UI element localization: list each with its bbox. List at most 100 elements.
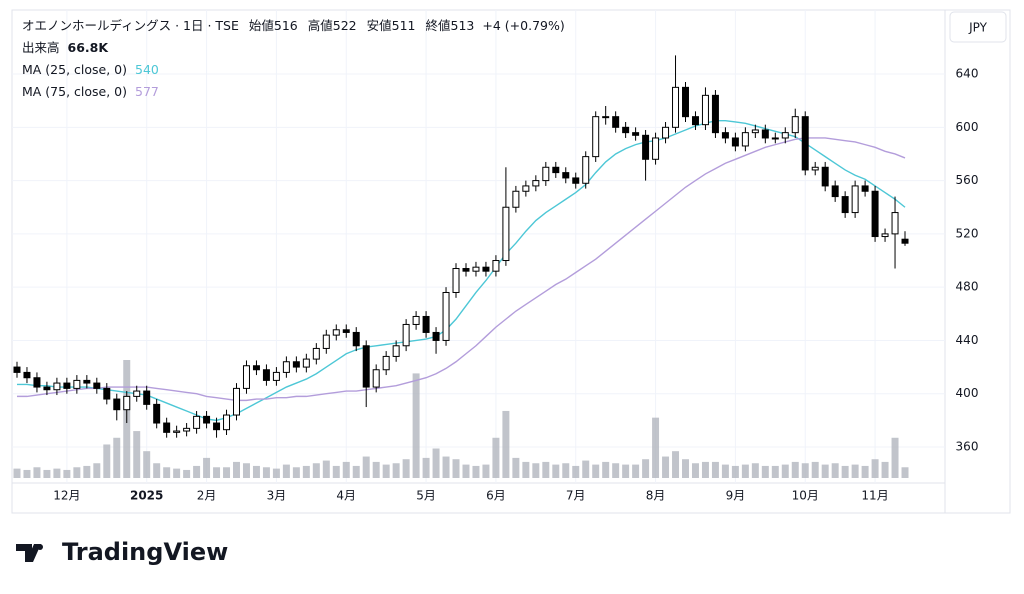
candle-body — [462, 268, 470, 272]
candle-body — [83, 379, 91, 384]
x-tick-label: 7月 — [566, 489, 586, 503]
ma-legend: MA (25, close, 0) 540 MA (75, close, 0) 577 — [22, 62, 159, 99]
ma-name: MA (25, close, 0) — [22, 62, 127, 77]
x-tick-label: 3月 — [267, 489, 287, 503]
currency[interactable]: JPY — [968, 21, 988, 35]
ma-value: 540 — [135, 62, 159, 77]
volume-bar — [662, 456, 670, 478]
volume-bar — [143, 451, 151, 478]
volume-bar — [83, 465, 91, 478]
ma-legend-entry: MA (75, close, 0) 577 — [22, 84, 159, 99]
volume-bar — [103, 444, 111, 478]
candle-body — [362, 345, 370, 388]
ma-line — [16, 137, 906, 402]
volume-bar — [33, 467, 41, 478]
volume-bar — [173, 468, 181, 478]
header: オエノンホールディングス · 1日 · TSE 始値516 高値522 安値511 終値… — [22, 18, 565, 99]
candle-body — [552, 166, 560, 174]
volume-bar — [242, 463, 250, 478]
volume-bar — [602, 461, 610, 478]
candle-body — [701, 94, 709, 126]
volume-bar — [312, 463, 320, 478]
x-tick-label: 6月 — [486, 489, 506, 503]
volume-bar — [771, 465, 779, 478]
candle-body — [901, 238, 909, 244]
candle-body — [382, 355, 390, 371]
volume-bar — [811, 461, 819, 478]
volume-bar — [851, 464, 859, 478]
volume-bar — [163, 467, 171, 478]
candle-body — [43, 386, 51, 391]
brand: TradingView — [62, 538, 228, 566]
volume-layer — [13, 360, 909, 478]
candle-body — [851, 185, 859, 214]
volume-bar — [262, 467, 270, 478]
volume-bar — [73, 467, 81, 478]
candle-body — [572, 177, 580, 184]
candle-body — [183, 427, 191, 432]
candle-body — [492, 260, 500, 272]
currency-button[interactable] — [949, 11, 1007, 43]
volume-bar — [53, 468, 61, 478]
candle-body — [881, 233, 889, 238]
volume-bar — [652, 417, 660, 478]
volume-bar — [332, 465, 340, 478]
candle-body — [412, 315, 420, 325]
volume-bar — [153, 463, 161, 478]
volume-bar — [701, 461, 709, 478]
volume-bar — [472, 465, 480, 478]
volume-bar — [542, 461, 550, 478]
volume-bar — [203, 457, 211, 478]
logo-mark — [16, 544, 41, 562]
volume-bar — [372, 461, 380, 478]
candle-body — [761, 129, 769, 139]
candle-body — [602, 116, 610, 119]
candle-body — [542, 166, 550, 182]
candle-body — [93, 382, 101, 389]
volume-bar — [572, 465, 580, 478]
volume-bar — [93, 463, 101, 478]
volume-label: 出来高 — [22, 40, 60, 55]
candle-body — [262, 369, 270, 381]
volume-bar — [901, 467, 909, 478]
volume-bar — [402, 459, 410, 478]
x-tick-label: 11月 — [861, 489, 888, 503]
candle-body — [322, 334, 330, 349]
y-tick-label: 440 — [956, 333, 979, 347]
volume-bar — [552, 464, 560, 478]
volume-bar — [731, 465, 739, 478]
candle-body — [731, 137, 739, 147]
volume-bar — [272, 468, 280, 478]
candle-body — [332, 329, 340, 336]
ohlc-value: 511 — [392, 18, 416, 33]
ohlc-value: 522 — [333, 18, 357, 33]
candle-body — [143, 390, 151, 405]
ohlc-label: 始値 — [249, 18, 274, 33]
candle-body — [213, 422, 221, 431]
candle-body — [23, 371, 31, 379]
candle-body — [841, 196, 849, 214]
candle-body — [771, 137, 779, 140]
volume-bar — [761, 465, 769, 478]
volume-bar — [23, 469, 31, 478]
candle-body — [392, 345, 400, 357]
candle-body — [871, 190, 879, 238]
candle-body — [342, 329, 350, 333]
candle-body — [33, 377, 41, 388]
volume-bar — [512, 457, 520, 478]
volume-bar — [522, 461, 530, 478]
grid — [12, 10, 945, 483]
candle-body — [691, 116, 699, 126]
candle-layer — [13, 55, 909, 438]
x-tick-label: 8月 — [646, 489, 666, 503]
ma-line — [16, 119, 906, 422]
logo-dot — [37, 544, 43, 550]
volume-bar — [113, 437, 121, 478]
y-tick-label: 560 — [956, 173, 979, 187]
x-tick-label: 10月 — [792, 489, 819, 503]
volume-bar — [592, 464, 600, 478]
volume-bar — [891, 437, 899, 478]
y-tick-label: 600 — [956, 120, 979, 134]
volume-bar — [622, 464, 630, 478]
candle-body — [831, 185, 839, 198]
